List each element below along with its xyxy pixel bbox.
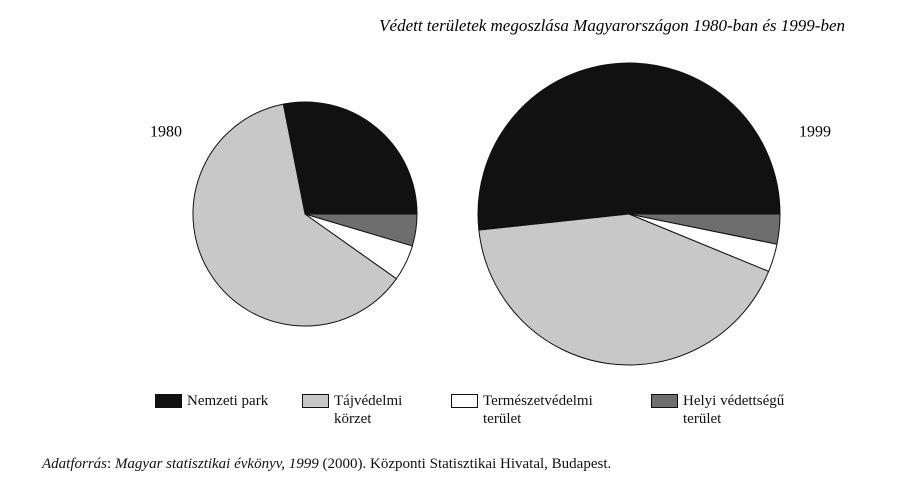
- legend-swatch: [155, 394, 182, 408]
- pie-label: 1999: [799, 124, 831, 141]
- source-part: :: [107, 456, 115, 472]
- legend-label: Helyi védettségű terület: [683, 393, 785, 427]
- legend-label: Nemzeti park: [187, 393, 269, 409]
- pie-slice: [282, 101, 418, 215]
- pie-slice: [192, 103, 398, 327]
- pie-slice: [628, 213, 781, 245]
- legend-label: Tájvédelmi körzet: [334, 393, 403, 427]
- pie-slice: [478, 213, 770, 366]
- source-part: Magyar statisztikai évkönyv, 1999: [114, 456, 319, 472]
- pie-slice: [477, 62, 781, 231]
- pie-label: 1980: [150, 124, 182, 141]
- legend-swatch: [651, 394, 678, 408]
- legend-label: Természetvédelmi terület: [483, 393, 593, 427]
- source-note: Adatforrás: Magyar statisztikai évkönyv,…: [42, 456, 611, 473]
- source-part: Adatforrás: [42, 456, 108, 472]
- pie-slice: [304, 213, 418, 247]
- chart-title: Védett területek megoszlása Magyarország…: [379, 16, 845, 35]
- legend-swatch: [451, 394, 478, 408]
- legend-swatch: [302, 394, 329, 408]
- source-part: (2000). Központi Statisztikai Hivatal, B…: [318, 456, 612, 472]
